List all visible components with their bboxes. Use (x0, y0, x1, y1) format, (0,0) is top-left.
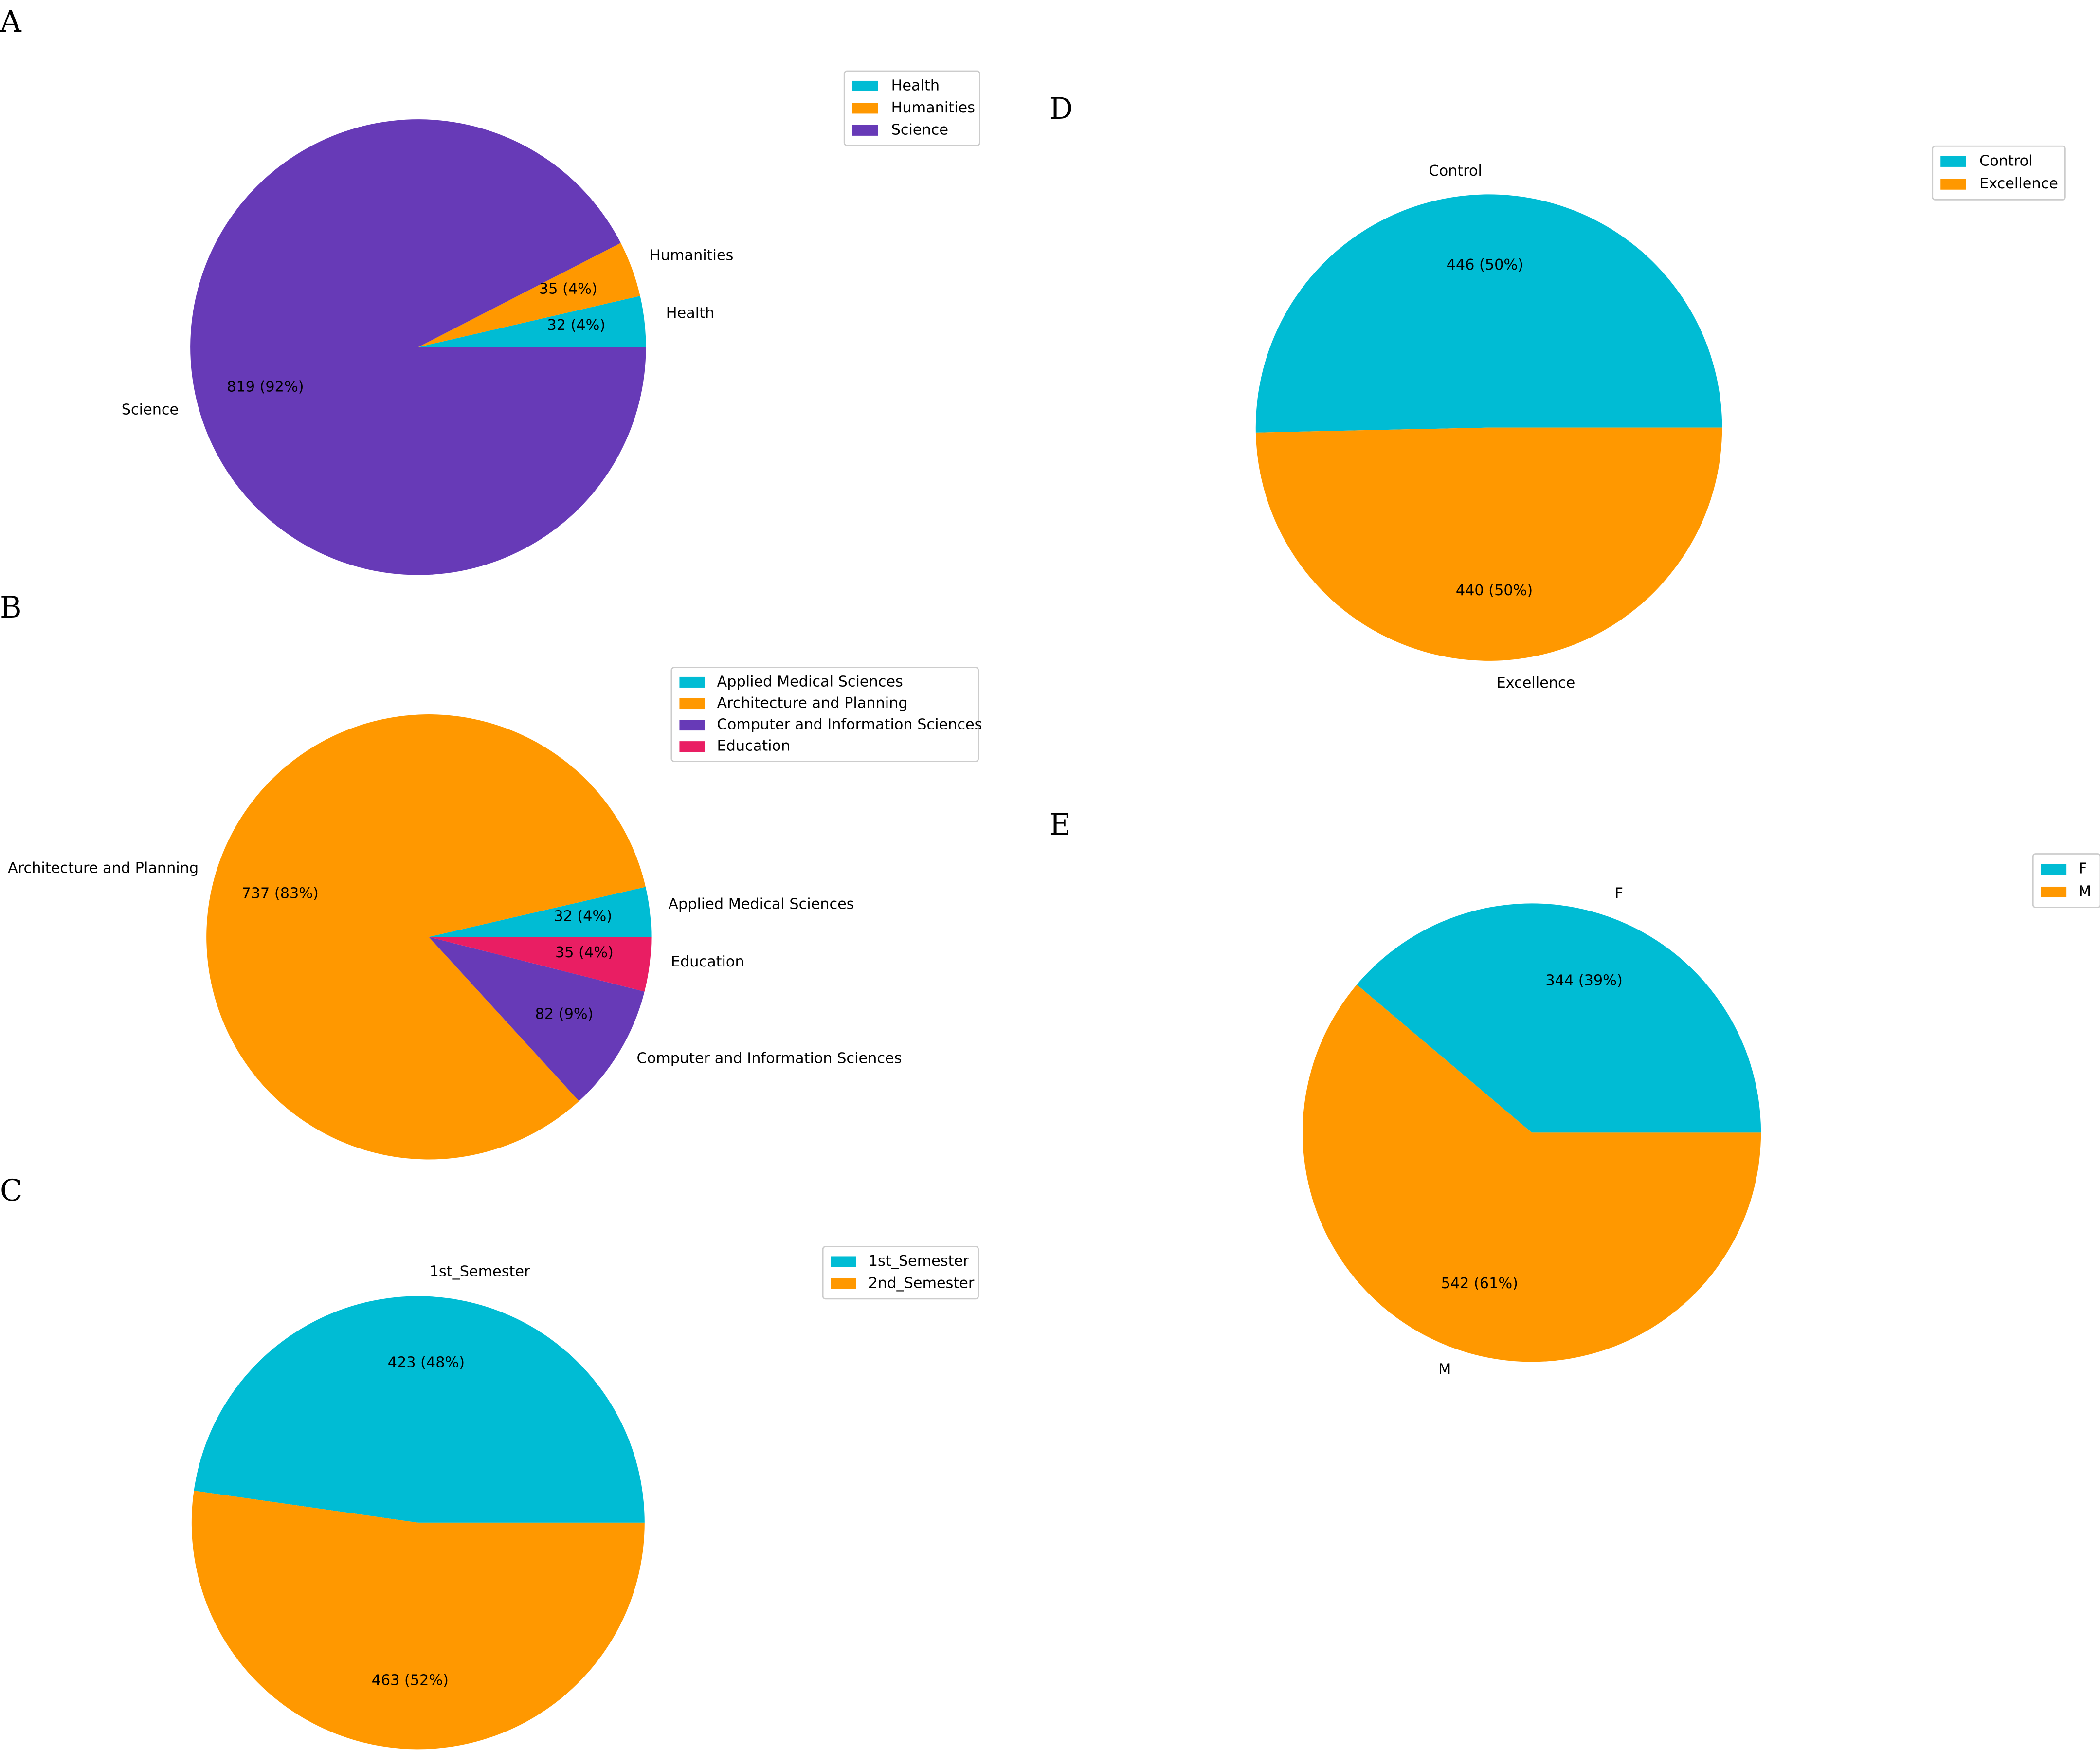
legend: 1st_Semester 2nd_Semester (822, 1246, 979, 1300)
legend: Applied Medical Sciences Architecture and… (670, 667, 982, 762)
legend-frame (843, 70, 980, 146)
legend-swatch (679, 741, 705, 752)
legend-swatch (1940, 179, 1966, 190)
slice-label: Control (1429, 163, 1482, 180)
pie-chart-b: B Applied Medical Sciences Architecture an… (0, 591, 982, 1160)
pie-slice-2nd-semester (191, 1491, 645, 1750)
pie-chart-d: D Control Excellence 446 (50%) 440 (50%) Cont… (1050, 92, 2066, 692)
data-label: 344 (39%) (1545, 972, 1622, 989)
legend-entry: Health (891, 77, 940, 94)
data-label: 542 (61%) (1441, 1275, 1518, 1292)
data-label: 35 (4%) (555, 944, 614, 961)
pie-slice-excellence (1255, 427, 1722, 661)
panel-label-e: E (1050, 808, 1071, 842)
legend-entry: Education (717, 738, 791, 755)
legend-entry: F (2079, 860, 2087, 877)
slice-label: Excellence (1497, 674, 1575, 692)
legend-swatch (831, 1256, 857, 1267)
legend-swatch (2041, 886, 2067, 898)
panel-label-c: C (0, 1174, 22, 1208)
legend-entry: Humanities (891, 99, 975, 116)
slice-label: Science (122, 401, 179, 418)
legend: Health Humanities Science (843, 70, 980, 146)
data-label: 737 (83%) (241, 885, 318, 902)
pie-slice-humanities (418, 243, 640, 347)
slice-label: Computer and Information Sciences (637, 1050, 902, 1067)
data-label: 35 (4%) (539, 280, 597, 297)
legend: FM (2032, 853, 2100, 909)
legend-entry: Architecture and Planning (717, 695, 908, 712)
data-label: 446 (50%) (1447, 256, 1523, 273)
legend-swatch (852, 125, 878, 136)
legend-entry: Applied Medical Sciences (717, 673, 903, 690)
slice-label: Humanities (650, 247, 733, 264)
legend-entry: Excellence (1979, 175, 2058, 192)
pie-slice-1st-semester (194, 1296, 645, 1523)
legend-entry: 1st_Semester (869, 1253, 969, 1270)
pie-slice-f (1357, 903, 1761, 1133)
legend-swatch (679, 676, 705, 688)
legend-swatch (831, 1278, 857, 1289)
pie-slice-m (1303, 984, 1761, 1362)
data-label: 32 (4%) (554, 908, 612, 925)
panel-label-d: D (1050, 92, 1073, 126)
panel-label-b: B (0, 591, 22, 625)
data-label: 423 (48%) (388, 1354, 465, 1371)
slice-label: Health (666, 305, 714, 322)
legend-swatch (2041, 864, 2067, 875)
pie-slice-applied-medical-sciences (429, 887, 652, 937)
legend-frame (670, 667, 979, 762)
legend-frame (822, 1246, 979, 1300)
pie-slice-architecture-and-planning (206, 714, 646, 1160)
slice-label: F (1614, 885, 1623, 902)
pie-slice-control (1255, 194, 1722, 433)
data-label: 819 (92%) (227, 378, 304, 395)
slice-label: Applied Medical Sciences (668, 896, 854, 913)
pie-chart-a: A Health Humanities Science 32 (4%) 35 (4%) 81… (0, 5, 980, 575)
panel-label-a: A (0, 5, 22, 39)
pie-slice-education (429, 937, 652, 992)
legend-swatch (679, 720, 705, 731)
slice-label: Education (671, 953, 744, 970)
pie-slice-computer-and-information-sciences (429, 937, 645, 1101)
slice-label: 1st_Semester (430, 1263, 530, 1280)
data-label: 440 (50%) (1456, 582, 1533, 599)
pie-slice-science (190, 119, 646, 575)
pie-chart-c: C 1st_Semester 423 (48%) 463 (52%) 1st_Semes… (0, 1174, 979, 1750)
legend-entry: M (2079, 883, 2091, 900)
legend-entry: Science (891, 121, 948, 138)
pie-slice-health (418, 296, 646, 347)
legend-swatch (852, 80, 878, 91)
slice-label: M (1438, 1361, 1451, 1378)
legend-entry: 2nd_Semester (869, 1275, 975, 1292)
legend-entry: Control (1979, 152, 2032, 169)
data-label: 82 (9%) (535, 1006, 594, 1023)
legend-swatch (852, 103, 878, 114)
legend-swatch (1940, 156, 1966, 167)
slice-label: Architecture and Planning (8, 859, 199, 876)
legend: Control Excellence (1932, 145, 2066, 201)
legend-entry: Computer and Information Sciences (717, 716, 982, 733)
legend-swatch (679, 698, 705, 710)
data-label: 463 (52%) (372, 1672, 449, 1689)
data-label: 32 (4%) (547, 317, 605, 334)
